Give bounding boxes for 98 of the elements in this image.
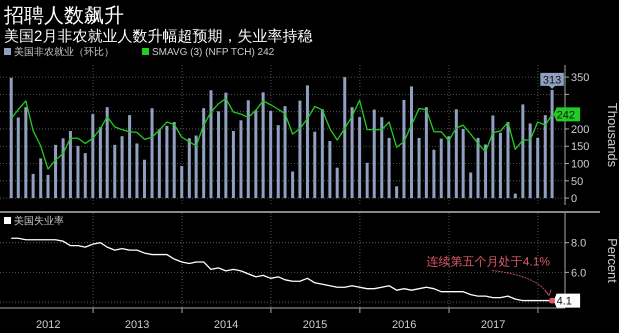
bar: [113, 144, 116, 198]
bar: [402, 100, 406, 198]
y-tick-label: 100: [571, 158, 590, 171]
bar: [418, 138, 421, 198]
bar: [224, 92, 228, 198]
y-axis-title: Percent: [605, 238, 619, 284]
bar: [120, 136, 124, 198]
x-tick-label: 2014: [214, 319, 238, 331]
bar: [498, 132, 502, 198]
bar: [388, 138, 391, 198]
y-tick-label: 0: [571, 193, 578, 206]
bar: [239, 120, 242, 198]
y-tick-label: 200: [571, 124, 590, 136]
bar: [424, 107, 428, 198]
bar: [24, 107, 28, 198]
x-tick-label: 2017: [480, 319, 506, 331]
bar: [284, 106, 287, 198]
legend-label: 美国失业率: [14, 215, 64, 227]
bar: [39, 158, 42, 198]
bar: [454, 109, 458, 198]
bar: [16, 118, 20, 198]
bar: [528, 123, 532, 198]
bar: [246, 100, 250, 198]
bar: [135, 143, 138, 198]
bar: [298, 100, 302, 198]
bar: [188, 138, 191, 198]
bar: [380, 117, 384, 198]
bar: [372, 110, 376, 198]
x-tick-label: 2012: [36, 319, 60, 331]
bar: [366, 162, 369, 198]
y-tick-label: 8.0: [571, 238, 586, 250]
bar: [254, 110, 258, 198]
bar: [491, 115, 494, 198]
bar: [142, 160, 146, 198]
bar: [232, 131, 235, 198]
bar: [469, 172, 472, 198]
y-tick-label: 6.0: [571, 267, 586, 280]
legend-label: SMAVG (3) (NFP TCH) 242: [152, 47, 275, 58]
bar: [291, 171, 294, 198]
bar: [68, 131, 72, 198]
bar: [54, 144, 58, 198]
bar: [46, 174, 50, 198]
bar: [328, 141, 332, 198]
bar: [158, 129, 161, 198]
bar: [194, 136, 198, 198]
bar: [165, 126, 168, 198]
bar: [476, 138, 480, 198]
bar: [514, 194, 517, 198]
y-tick-label: 150: [571, 141, 590, 154]
bar: [536, 138, 540, 198]
data-label: 313: [542, 74, 562, 86]
x-tick-label: 2013: [124, 319, 150, 331]
bar: [269, 110, 272, 198]
chart-subtitle: 美国2月非农就业人数升幅超预期，失业率持稳: [4, 28, 312, 45]
bar: [217, 111, 220, 198]
bar: [32, 174, 35, 198]
bar: [276, 125, 280, 198]
bar: [358, 117, 362, 198]
y-tick-label: 350: [571, 72, 590, 84]
bar: [10, 78, 13, 198]
bar: [462, 128, 465, 198]
bar: [209, 90, 212, 198]
bar: [76, 146, 80, 198]
bar: [262, 92, 265, 198]
bar: [98, 127, 102, 198]
bar: [521, 104, 524, 198]
bar: [150, 108, 154, 198]
bar: [180, 166, 184, 198]
bar: [484, 144, 488, 198]
annotation: 连续第五个月处于4.1%: [426, 254, 550, 269]
bar: [106, 107, 109, 198]
data-label: 4.1: [556, 296, 572, 308]
x-tick-label: 2016: [392, 319, 416, 331]
chart-title: 招聘人数飙升: [3, 5, 124, 27]
bar: [544, 115, 547, 198]
bar: [306, 85, 309, 198]
bar: [336, 168, 339, 198]
bar: [350, 107, 354, 198]
bar: [506, 122, 510, 198]
bar: [62, 138, 65, 198]
bar: [432, 150, 436, 198]
bar: [172, 122, 176, 198]
legend-label: 美国非农就业（环比）: [14, 46, 114, 58]
bar: [343, 77, 346, 198]
bar: [410, 86, 414, 198]
bar: [320, 109, 324, 198]
bar: [128, 115, 132, 198]
bar: [313, 132, 316, 198]
bar: [440, 138, 443, 198]
bar: [395, 186, 398, 198]
x-tick-label: 2015: [302, 319, 328, 331]
y-tick-label: 50: [571, 176, 584, 188]
y-axis-title: Thousands: [605, 102, 619, 168]
bar: [91, 114, 94, 198]
bar: [447, 136, 450, 198]
bar: [84, 153, 87, 198]
data-label: 242: [556, 109, 575, 122]
bar: [202, 108, 206, 198]
